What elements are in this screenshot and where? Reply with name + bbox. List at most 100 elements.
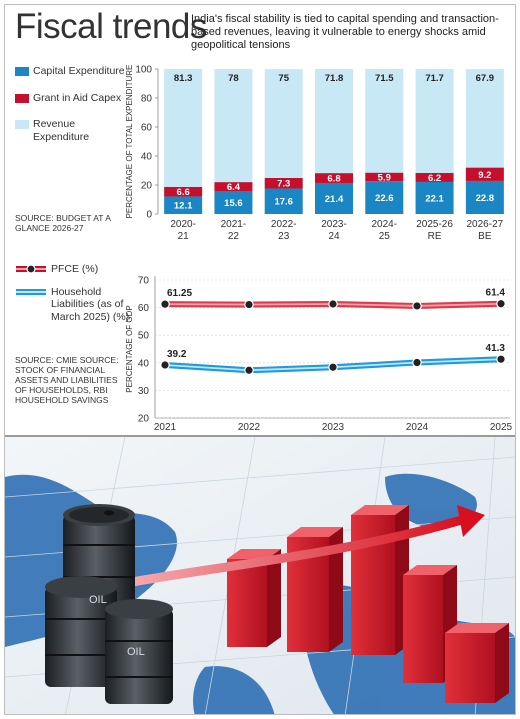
data-label: 39.2 (167, 349, 187, 360)
data-point (244, 365, 254, 376)
x-tick-label: 2022- (271, 219, 297, 230)
bar-segment (315, 182, 353, 214)
bar-value-label: 17.6 (274, 197, 293, 208)
bar-value-label: 71.8 (325, 73, 344, 84)
source-note-bottom: SOURCE: CMIE SOURCE: STOCK OF FINANCIAL … (15, 355, 119, 405)
data-point (328, 362, 338, 373)
x-tick-label: 23 (278, 231, 290, 242)
data-point (496, 354, 506, 365)
y-tick-label: 40 (141, 152, 153, 163)
bar-value-label: 22.8 (476, 193, 495, 204)
bar-segment (164, 186, 203, 197)
bar-legend: Capital Expenditure Grant in Aid Capex R… (15, 65, 130, 157)
legend-item-grant-in-aid: Grant in Aid Capex (15, 92, 130, 105)
bar-segment (365, 69, 404, 173)
bar-value-label: 7.3 (277, 179, 290, 190)
bar-segment (214, 69, 253, 183)
y-tick-label: 40 (138, 358, 150, 369)
infographic-frame: Fiscal trends India's fiscal stability i… (4, 4, 516, 715)
x-tick-label: BE (478, 231, 492, 242)
bar-value-label: 21.4 (325, 194, 344, 205)
bar-segment (315, 173, 353, 183)
bar-segment (365, 172, 404, 182)
section-divider (5, 435, 515, 437)
bar-value-label: 67.9 (476, 73, 495, 84)
oil-barrels-and-rising-bar-chart-illustration: OIL OIL (5, 437, 515, 714)
bar-segment (264, 177, 303, 189)
x-tick-label: 2022 (238, 422, 261, 433)
bar-value-label: 6.8 (327, 174, 340, 185)
x-tick-label: 2020- (170, 219, 196, 230)
bar-segment (465, 69, 504, 168)
x-tick-label: 22 (228, 231, 240, 242)
bar-segment (465, 167, 504, 181)
legend-label: Capital Expenditure (33, 65, 125, 77)
y-tick-label: 0 (146, 210, 152, 221)
x-tick-label: 2021- (221, 219, 247, 230)
bar-value-label: 6.6 (177, 187, 190, 198)
x-tick-label: 21 (178, 231, 190, 242)
bar-value-label: 6.2 (428, 173, 441, 184)
x-tick-label: 2025-26 (416, 219, 453, 230)
bar-value-label: 71.5 (375, 73, 394, 84)
bar-segment (415, 181, 454, 214)
bar-value-label: 78 (228, 73, 239, 84)
bar-value-label: 15.6 (224, 198, 243, 209)
bar-segment (214, 182, 253, 192)
source-note-top: SOURCE: BUDGET AT A GLANCE 2026-27 (15, 213, 111, 233)
barrel-label: OIL (127, 646, 145, 658)
household-line-icon (16, 288, 46, 295)
data-point (160, 299, 170, 309)
pfce-line-marker-icon (16, 264, 46, 274)
y-tick-label: 30 (138, 386, 150, 397)
y-tick-label: 100 (135, 65, 152, 76)
y-axis-label: PERCENTAGE OF GDP (125, 305, 134, 392)
legend-label: PFCE (%) (51, 263, 99, 275)
x-tick-label: 2021 (154, 422, 177, 433)
data-point (244, 299, 254, 310)
x-tick-label: 2024 (406, 422, 429, 433)
x-tick-label: 2025 (490, 422, 513, 433)
legend-swatch-revenue (15, 120, 29, 129)
bar-segment (214, 191, 253, 214)
y-tick-label: 70 (138, 276, 150, 287)
x-tick-label: 2026-27 (467, 219, 504, 230)
bar-value-label: 81.3 (174, 73, 193, 84)
bar-value-label: 22.6 (375, 193, 394, 204)
x-tick-label: 2023 (322, 422, 345, 433)
bar-value-label: 9.2 (478, 170, 491, 181)
legend-item-household-liabilities: Household Liabilities (as of March 2025)… (15, 286, 133, 324)
x-tick-label: 2023- (321, 219, 347, 230)
bar-value-label: 12.1 (174, 201, 193, 212)
legend-swatch-grant (15, 93, 29, 103)
data-label: 61.25 (167, 288, 192, 299)
page-title: Fiscal trends (15, 7, 207, 46)
x-tick-label: RE (428, 231, 442, 242)
bar-segment (415, 69, 454, 173)
legend-label: Revenue Expenditure (33, 118, 90, 143)
bar-value-label: 75 (278, 73, 289, 84)
bar-segment (415, 172, 454, 182)
legend-item-capital-expenditure: Capital Expenditure (15, 65, 130, 78)
line-chart: 20 30 40 50 60 70 PERCENTAGE OF GDP 2021 2022 202… (125, 276, 513, 434)
data-label: 41.3 (486, 343, 506, 354)
y-tick-label: 20 (138, 414, 150, 425)
y-axis-label: PERCENTAGE OF TOTAL EXPENDITURE (125, 65, 134, 219)
x-tick-label: 25 (379, 231, 391, 242)
data-point (412, 301, 422, 311)
bar-value-label: 71.7 (425, 73, 444, 84)
legend-label: Grant in Aid Capex (33, 91, 122, 104)
y-tick-label: 20 (141, 181, 153, 192)
x-tick-label: 24 (328, 231, 340, 242)
legend-swatch-capital (15, 67, 29, 76)
bar-value-label: 6.4 (227, 182, 241, 193)
bar-segment (365, 181, 404, 214)
data-point (160, 360, 170, 370)
bar-segment (264, 188, 303, 214)
bar-segment (264, 69, 303, 178)
bar-value-label: 22.1 (425, 193, 444, 204)
data-point (412, 357, 422, 368)
data-label: 61.4 (486, 288, 506, 299)
bar-segment (465, 180, 504, 214)
